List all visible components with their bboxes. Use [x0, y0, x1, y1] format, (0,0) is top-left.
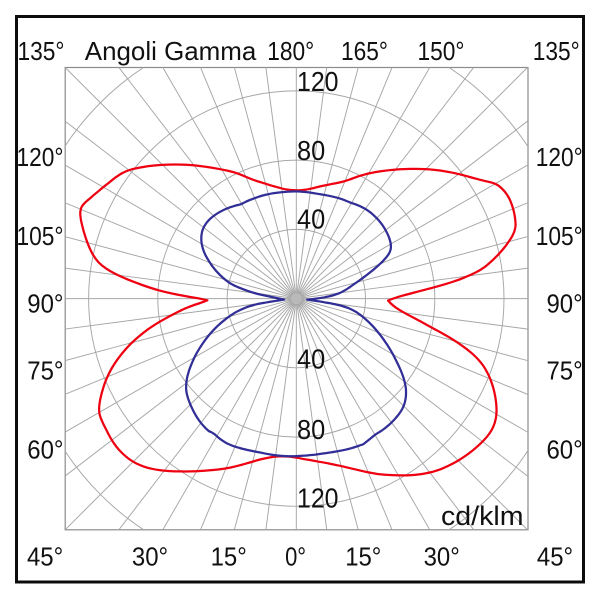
svg-text:120: 120: [297, 66, 339, 97]
svg-text:15°: 15°: [345, 541, 381, 571]
svg-text:75°: 75°: [547, 356, 583, 386]
svg-text:cd/klm: cd/klm: [441, 501, 524, 531]
svg-text:30°: 30°: [424, 541, 460, 571]
svg-text:105°: 105°: [536, 221, 583, 251]
svg-text:165°: 165°: [341, 36, 388, 66]
svg-text:90°: 90°: [547, 289, 583, 319]
svg-text:60°: 60°: [547, 434, 583, 464]
svg-text:40: 40: [297, 344, 325, 375]
svg-text:45°: 45°: [537, 542, 573, 572]
svg-text:120: 120: [297, 482, 339, 513]
svg-text:135°: 135°: [533, 36, 580, 66]
svg-text:15°: 15°: [211, 541, 247, 571]
svg-text:60°: 60°: [27, 434, 63, 464]
svg-text:80: 80: [297, 414, 325, 445]
svg-text:75°: 75°: [27, 356, 63, 386]
svg-text:45°: 45°: [27, 541, 63, 571]
svg-text:40: 40: [297, 204, 325, 235]
svg-text:180°: 180°: [267, 36, 314, 66]
svg-text:120°: 120°: [536, 142, 583, 172]
svg-text:90°: 90°: [27, 289, 63, 319]
svg-text:0°: 0°: [285, 541, 306, 571]
svg-text:105°: 105°: [17, 221, 64, 251]
svg-text:135°: 135°: [18, 36, 65, 66]
svg-text:30°: 30°: [132, 541, 168, 571]
svg-text:120°: 120°: [17, 142, 64, 172]
svg-text:150°: 150°: [418, 36, 465, 66]
svg-text:Angoli Gamma: Angoli Gamma: [85, 36, 257, 66]
svg-text:80: 80: [297, 135, 325, 166]
